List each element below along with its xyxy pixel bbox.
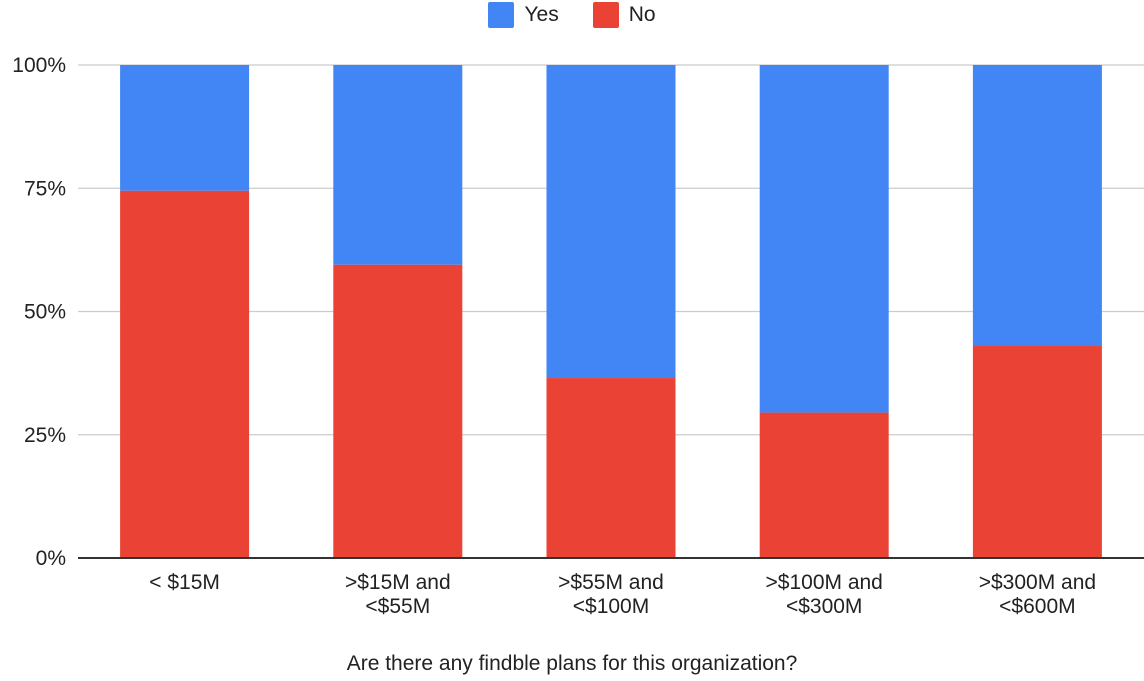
legend-item-yes: Yes: [488, 2, 559, 28]
bar-no-4: [759, 412, 889, 558]
x-tick-label: >$55M and <$100M: [558, 571, 664, 618]
legend-swatch-yes: [488, 2, 515, 28]
bar-no-2: [333, 264, 463, 558]
y-tick-label: 25%: [24, 424, 66, 447]
bar-no-1: [120, 190, 250, 558]
y-tick-label: 50%: [24, 301, 66, 324]
legend-swatch-no: [592, 2, 619, 28]
bar-yes-3: [546, 65, 676, 379]
x-tick-label: < $15M: [149, 571, 220, 594]
y-tick-label: 100%: [12, 54, 66, 77]
bar-no-5: [972, 346, 1102, 558]
bar-yes-4: [759, 65, 889, 413]
legend-item-no: No: [592, 2, 656, 28]
x-tick-label: >$100M and <$300M: [766, 571, 883, 618]
y-tick-label: 0%: [36, 547, 66, 570]
bar-yes-1: [120, 65, 250, 191]
x-axis-title: Are there any findble plans for this org…: [346, 652, 798, 675]
bar-yes-2: [333, 65, 463, 265]
y-tick-label: 75%: [24, 177, 66, 200]
legend-label-yes: Yes: [524, 3, 559, 26]
legend-label-no: No: [628, 3, 656, 26]
x-tick-label: >$300M and <$600M: [979, 571, 1096, 618]
bar-no-3: [546, 378, 676, 558]
bar-yes-5: [972, 65, 1102, 347]
x-tick-label: >$15M and <$55M: [345, 571, 451, 618]
legend: Yes No: [0, 2, 1144, 28]
